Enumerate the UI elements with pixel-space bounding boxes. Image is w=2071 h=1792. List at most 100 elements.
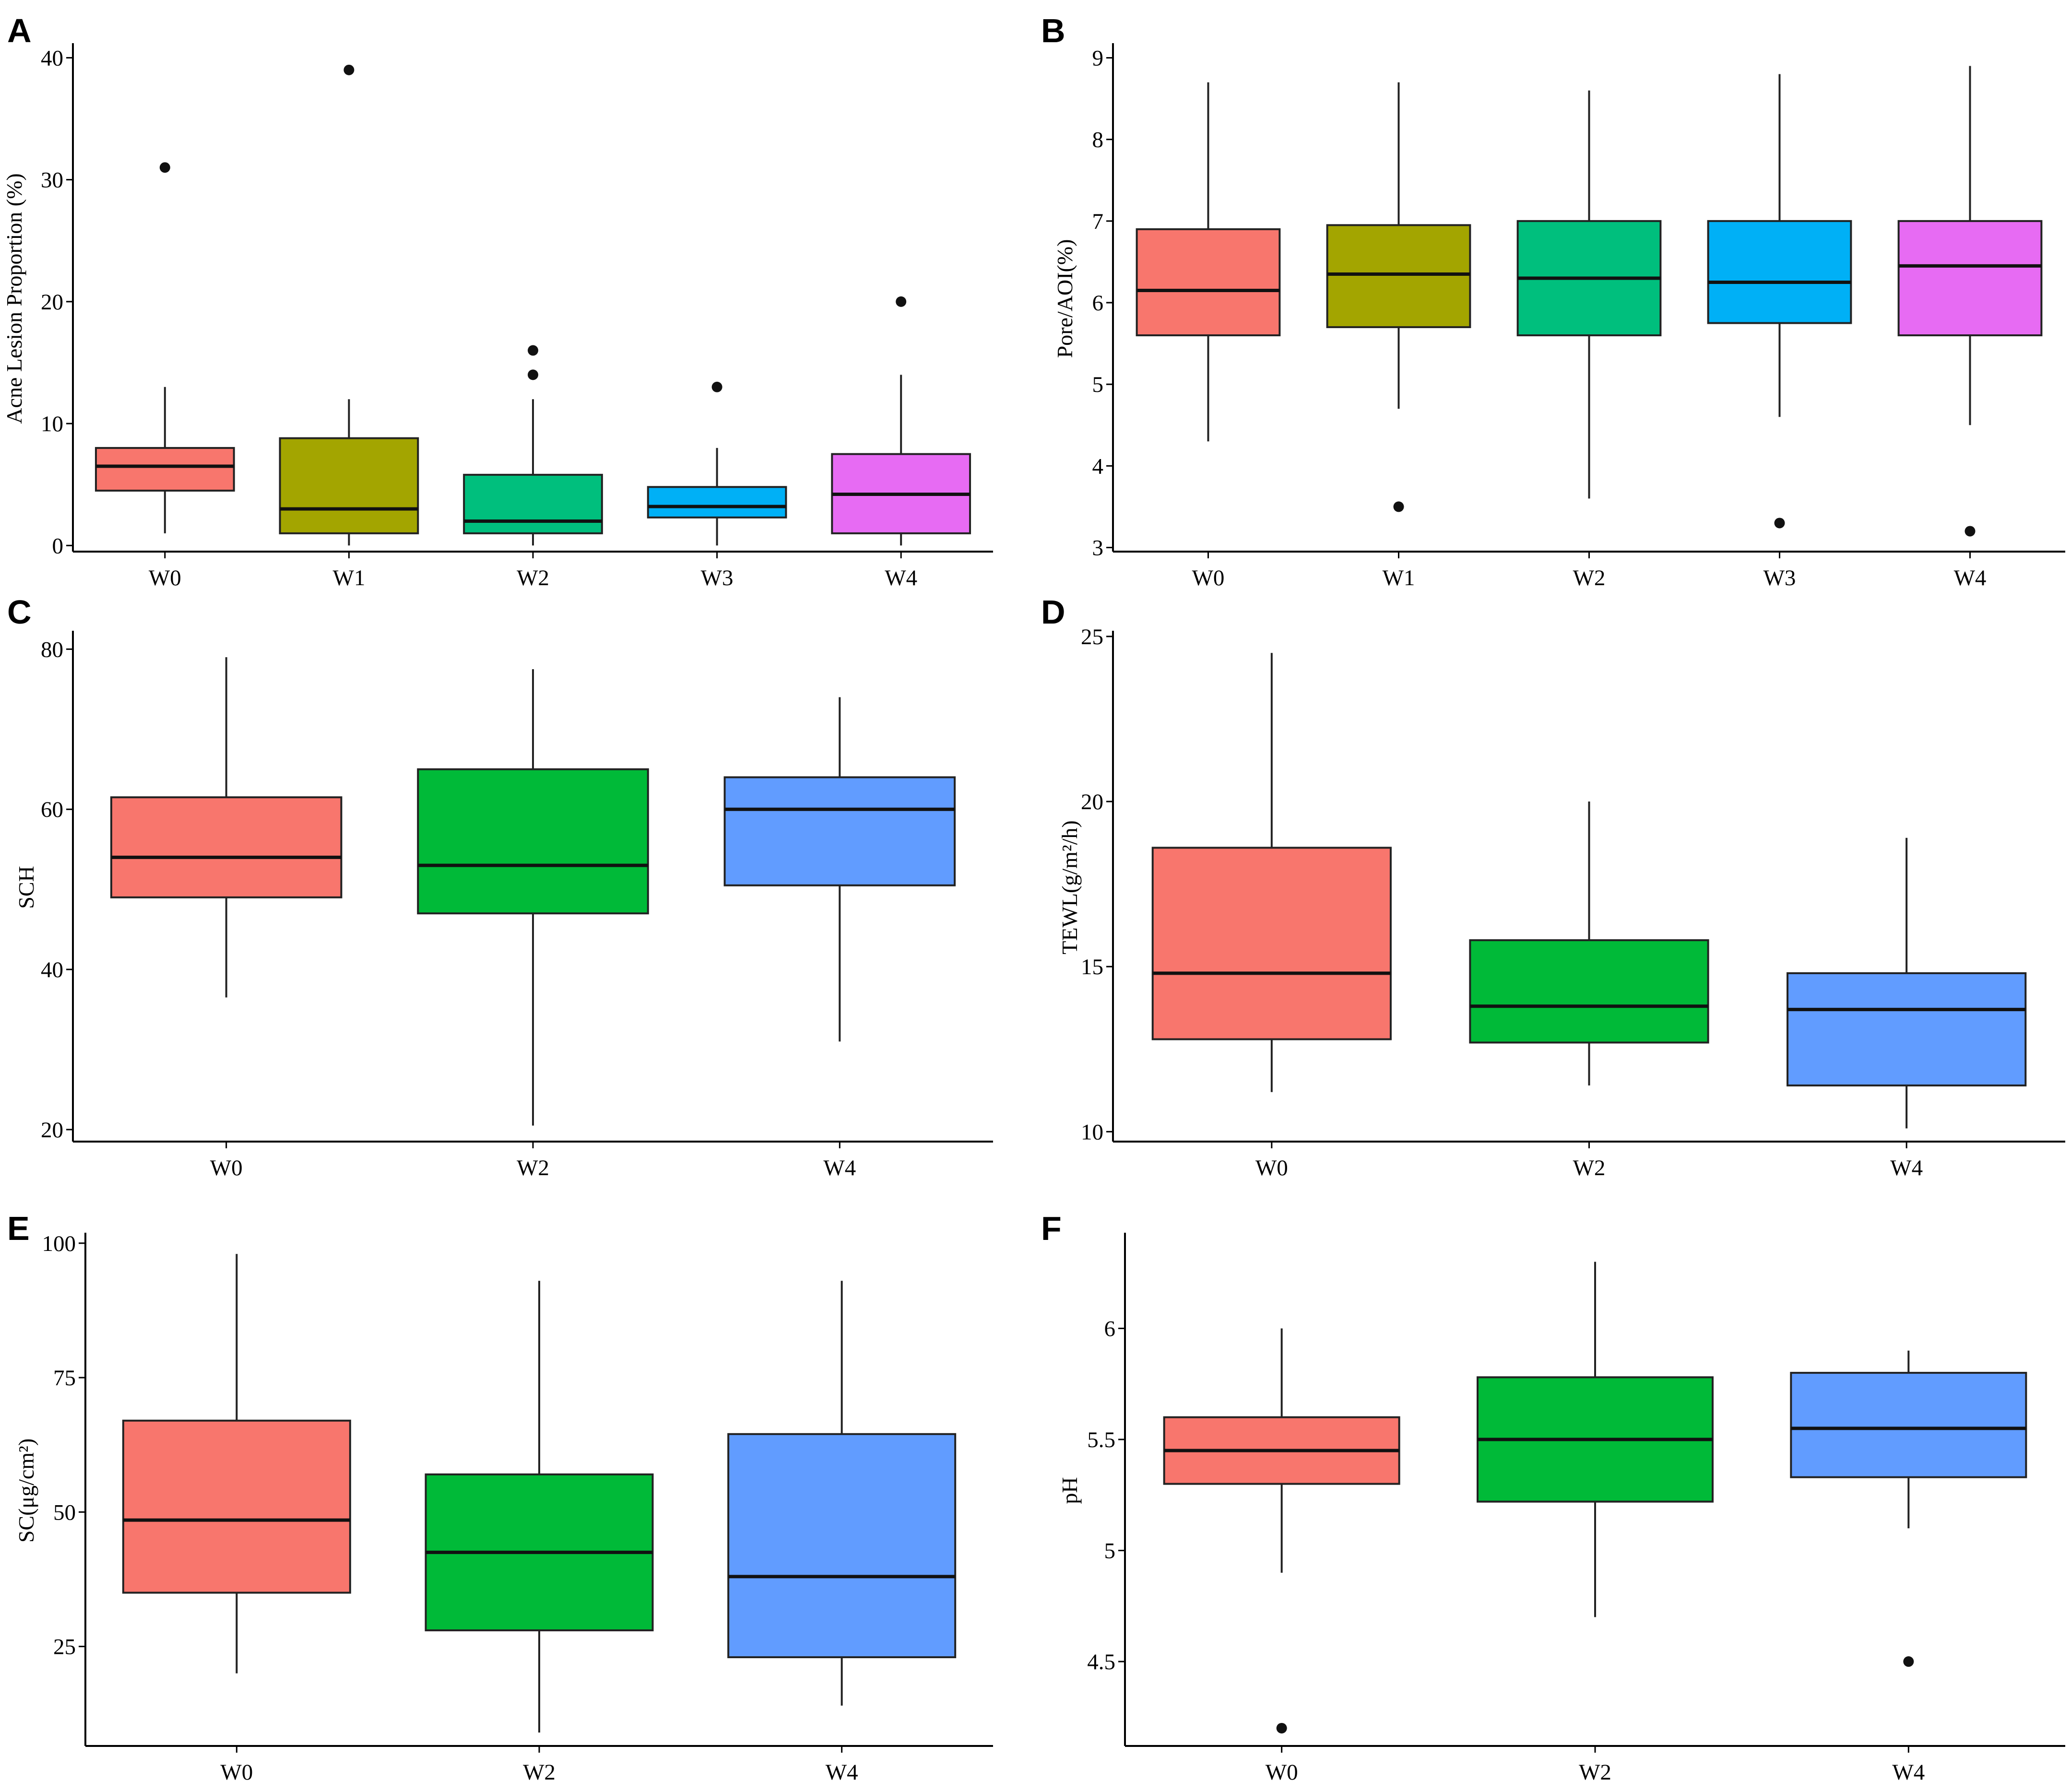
panel-d: D 10 15 20 25 TEWL(g/m²/h) W0 W2 W4 bbox=[1041, 593, 2065, 1180]
panel-letter: D bbox=[1041, 593, 1065, 631]
y-tick-label: 40 bbox=[41, 46, 63, 71]
y-axis-title: TEWL(g/m²/h) bbox=[1057, 820, 1082, 954]
panel-letter: A bbox=[7, 12, 32, 49]
y-tick-label: 80 bbox=[41, 637, 63, 662]
x-tick-label: W2 bbox=[517, 566, 549, 590]
box-w0 bbox=[95, 162, 235, 533]
x-tick-label: W3 bbox=[1763, 566, 1796, 590]
y-tick-label: 25 bbox=[53, 1635, 76, 1660]
y-tick-label: 8 bbox=[1092, 128, 1104, 153]
box-w2 bbox=[417, 669, 649, 1126]
panel-c: C 20 40 60 80 SCH W0 W2 W4 bbox=[7, 593, 993, 1180]
x-tick-label: W0 bbox=[220, 1760, 253, 1785]
outlier-point bbox=[528, 369, 538, 380]
y-tick-label: 7 bbox=[1092, 209, 1104, 234]
x-tick-label: W4 bbox=[826, 1760, 858, 1785]
box-w4 bbox=[723, 697, 956, 1042]
outlier-point bbox=[1774, 518, 1785, 529]
box-w0 bbox=[122, 1254, 351, 1674]
outlier-point bbox=[1276, 1722, 1287, 1733]
y-tick-label: 15 bbox=[1081, 955, 1103, 979]
x-tick-label: W0 bbox=[149, 566, 181, 590]
box-iqr bbox=[95, 447, 235, 492]
y-tick-label: 20 bbox=[41, 290, 63, 315]
box-iqr bbox=[1136, 228, 1281, 337]
panel-a: A 0 10 20 30 40 Acne Lesion Proportion (%) W0 W1… bbox=[2, 12, 993, 590]
x-tick-label: W2 bbox=[1573, 566, 1606, 590]
y-tick-label: 60 bbox=[41, 797, 63, 822]
box-w4 bbox=[1790, 1350, 2027, 1667]
y-tick-label: 100 bbox=[42, 1231, 76, 1256]
y-tick-label: 6 bbox=[1104, 1316, 1116, 1341]
x-tick-label: W1 bbox=[1383, 566, 1415, 590]
y-tick-label: 6 bbox=[1092, 291, 1104, 316]
box-iqr bbox=[417, 768, 649, 915]
box-iqr bbox=[110, 796, 343, 898]
outlier-point bbox=[528, 345, 538, 356]
x-tick-label: W4 bbox=[1892, 1760, 1925, 1785]
panel-letter: E bbox=[7, 1210, 30, 1247]
outlier-point bbox=[159, 162, 170, 173]
x-tick-label: W3 bbox=[701, 566, 734, 590]
panel-f: F 4.5 5 5.5 6 pH W0 W2 W4 bbox=[1041, 1210, 2065, 1785]
y-tick-label: 20 bbox=[41, 1118, 63, 1143]
box-iqr bbox=[1326, 224, 1471, 329]
box-w3 bbox=[647, 381, 787, 546]
x-tick-label: W4 bbox=[1890, 1155, 1923, 1180]
y-tick-label: 25 bbox=[1081, 625, 1103, 649]
x-tick-label: W4 bbox=[1954, 566, 1987, 590]
x-tick-label: W0 bbox=[1266, 1760, 1298, 1785]
outlier-point bbox=[1964, 526, 1976, 537]
box-iqr bbox=[463, 473, 603, 534]
panel-letter: B bbox=[1041, 12, 1065, 49]
x-tick-label: W0 bbox=[210, 1155, 243, 1180]
box-w1 bbox=[279, 64, 419, 546]
y-tick-label: 50 bbox=[53, 1500, 76, 1525]
box-w2 bbox=[425, 1281, 654, 1733]
y-tick-label: 4 bbox=[1092, 454, 1104, 479]
box-iqr bbox=[1707, 220, 1852, 324]
box-w2 bbox=[1477, 1261, 1714, 1617]
y-axis-title: Acne Lesion Proportion (%) bbox=[2, 173, 26, 424]
box-iqr bbox=[1897, 220, 2043, 337]
box-iqr bbox=[647, 486, 787, 519]
y-tick-label: 9 bbox=[1092, 46, 1104, 71]
panel-letter: C bbox=[7, 593, 32, 631]
x-tick-label: W0 bbox=[1192, 566, 1225, 590]
box-w4 bbox=[727, 1281, 957, 1706]
box-w2 bbox=[1469, 802, 1709, 1085]
x-tick-label: W2 bbox=[523, 1760, 556, 1785]
y-axis-title: SCH bbox=[14, 866, 38, 908]
x-tick-label: W2 bbox=[517, 1155, 549, 1180]
box-w3 bbox=[1707, 74, 1852, 529]
box-w4 bbox=[1787, 837, 2027, 1129]
panel-b: B 3 4 5 6 7 8 9 Pore/AOI(%) W0 W1 W2 W3 W4 bbox=[1041, 12, 2065, 590]
box-w2 bbox=[463, 345, 603, 546]
x-tick-label: W2 bbox=[1573, 1155, 1606, 1180]
box-w0 bbox=[110, 657, 343, 998]
y-tick-label: 10 bbox=[1081, 1120, 1103, 1144]
y-tick-label: 30 bbox=[41, 168, 63, 193]
box-w0 bbox=[1136, 82, 1281, 442]
y-tick-label: 0 bbox=[52, 533, 64, 558]
box-iqr bbox=[727, 1433, 957, 1659]
outlier-point bbox=[343, 64, 355, 75]
box-iqr bbox=[723, 776, 956, 886]
outlier-point bbox=[896, 296, 907, 307]
y-axis-title: Pore/AOI(%) bbox=[1053, 239, 1077, 358]
y-tick-label: 10 bbox=[41, 412, 63, 436]
box-iqr bbox=[1469, 939, 1709, 1044]
panel-letter: F bbox=[1041, 1210, 1062, 1247]
y-tick-label: 40 bbox=[41, 957, 63, 982]
box-w0 bbox=[1163, 1328, 1400, 1733]
x-tick-label: W2 bbox=[1579, 1760, 1611, 1785]
box-iqr bbox=[1151, 847, 1392, 1040]
y-tick-label: 3 bbox=[1092, 535, 1104, 560]
y-tick-label: 5 bbox=[1104, 1539, 1116, 1564]
y-tick-label: 5.5 bbox=[1087, 1427, 1115, 1452]
x-tick-label: W4 bbox=[823, 1155, 856, 1180]
box-w4 bbox=[831, 296, 971, 546]
outlier-point bbox=[1903, 1656, 1914, 1667]
y-tick-label: 5 bbox=[1092, 372, 1104, 397]
